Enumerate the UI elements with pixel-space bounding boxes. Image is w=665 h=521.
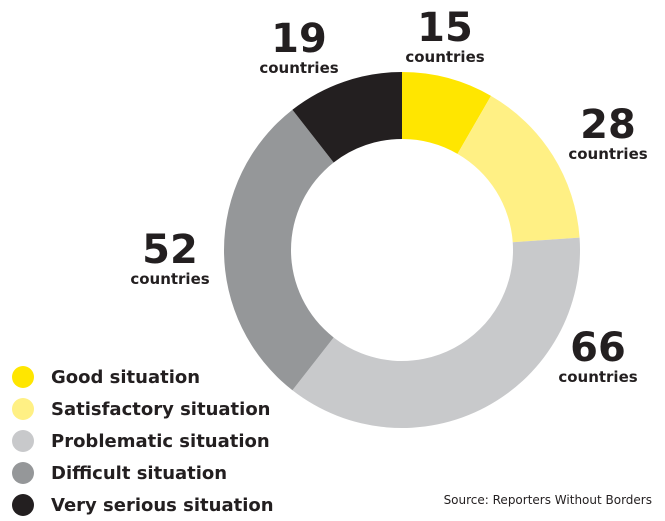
slice-value-difficult: 52 [120,230,220,270]
legend-item-problematic: Problematic situation [12,425,274,457]
slice-value-problematic: 66 [548,328,648,368]
legend-label-very-serious: Very serious situation [51,495,274,516]
legend-swatch-problematic [12,430,34,452]
slice-unit-difficult: countries [120,272,220,287]
slice-unit-problematic: countries [548,370,648,385]
slice-unit-very-serious: countries [249,61,349,76]
legend: Good situation Satisfactory situation Pr… [12,361,274,521]
slice-value-satisfactory: 28 [558,105,658,145]
legend-swatch-satisfactory [12,398,34,420]
source-note: Source: Reporters Without Borders [444,493,652,507]
slice-label-difficult: 52 countries [120,230,220,287]
slice-label-very-serious: 19 countries [249,19,349,76]
slice-value-good: 15 [395,8,495,48]
slice-label-problematic: 66 countries [548,328,648,385]
legend-item-very-serious: Very serious situation [12,489,274,521]
legend-swatch-difficult [12,462,34,484]
legend-swatch-very-serious [12,494,34,516]
slice-value-very-serious: 19 [249,19,349,59]
legend-swatch-good [12,366,34,388]
slice-unit-good: countries [395,50,495,65]
donut-slice-problematic [292,238,580,428]
legend-item-difficult: Difficult situation [12,457,274,489]
donut-slice-difficult [224,110,334,391]
legend-label-problematic: Problematic situation [51,431,270,452]
legend-label-satisfactory: Satisfactory situation [51,399,271,420]
slice-unit-satisfactory: countries [558,147,658,162]
legend-item-satisfactory: Satisfactory situation [12,393,274,425]
legend-label-good: Good situation [51,367,200,388]
legend-label-difficult: Difficult situation [51,463,227,484]
slice-label-good: 15 countries [395,8,495,65]
slice-label-satisfactory: 28 countries [558,105,658,162]
legend-item-good: Good situation [12,361,274,393]
